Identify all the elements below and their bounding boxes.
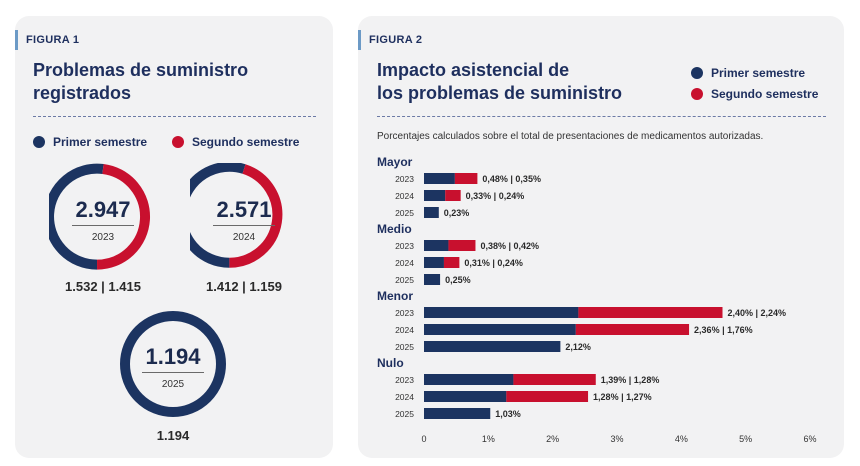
bar-first-semester [424,257,444,268]
x-tick-label: 3% [610,434,623,444]
figure1-legend-second: Segundo semestre [172,135,299,149]
row-year-label: 2024 [395,325,414,335]
donut-segment-second [229,164,283,268]
figure2-legend-first: Primer semestre [691,66,805,80]
donut-chart-2024 [190,163,283,268]
row-year-label: 2025 [395,342,414,352]
bar-data-label: 0,38% | 0,42% [480,241,539,251]
bar-second-semester [578,307,723,318]
figure1-panel [15,16,333,458]
x-tick-label: 5% [739,434,752,444]
donut-chart-2025 [120,311,226,417]
donut-divider-2023 [72,225,134,226]
donut-total-2023: 2.947 [75,197,131,222]
bar-first-semester [424,408,491,419]
figure1-tag: FIGURA 1 [15,30,79,50]
bar-first-semester [424,240,449,251]
figure1-legend-first: Primer semestre [33,135,147,149]
bar-first-semester [424,307,579,318]
x-tick-label: 1% [482,434,495,444]
bar-first-semester [424,374,514,385]
x-tick-label: 6% [803,434,816,444]
donut-year-2025: 2025 [161,379,185,390]
x-tick-label: 0 [421,434,426,444]
donut-year-2023: 2023 [91,232,115,243]
bar-data-label: 0,25% [445,275,471,285]
bar-data-label: 0,48% | 0,35% [482,174,541,184]
row-year-label: 2023 [395,241,414,251]
donut-divider-2025 [142,372,204,373]
legend-dot-blue-icon [691,67,703,79]
bar-second-semester [513,374,596,385]
group-label: Menor [377,289,413,303]
row-year-label: 2024 [395,392,414,402]
figure2-note: Porcentajes calculados sobre el total de… [377,131,764,142]
bar-chart: Mayor 2023 0,48% | 0,35% 2024 0,33% | 0,24% 2… [377,155,817,444]
bar-first-semester [424,341,561,352]
row-year-label: 2023 [395,375,414,385]
donut-chart-2023 [49,163,150,270]
bar-second-semester [445,190,461,201]
bar-first-semester [424,190,446,201]
bar-first-semester [424,207,439,218]
bar-data-label: 0,23% [444,208,470,218]
figure2-tag: FIGURA 2 [358,30,422,50]
row-year-label: 2024 [395,258,414,268]
donut-total-2025: 1.194 [145,344,201,369]
x-tick-label: 2% [546,434,559,444]
bar-first-semester [424,173,455,184]
bar-second-semester [443,257,460,268]
row-year-label: 2024 [395,191,414,201]
donut-segment-first [49,163,104,270]
bar-first-semester [424,274,441,285]
figure1-title-line1: Problemas de suministro [33,60,249,80]
group-label: Mayor [377,155,413,169]
donut-split-2025: 1.194 [156,428,190,443]
bar-data-label: 2,12% [565,342,591,352]
donut-year-2024: 2024 [232,232,256,243]
bar-first-semester [424,391,507,402]
donut-split-2023: 1.532 | 1.415 [65,279,141,294]
figure2-title-line1: Impacto asistencial de [377,60,570,80]
group-label: Medio [377,222,412,236]
figure2-divider [377,116,826,117]
row-year-label: 2025 [395,409,414,419]
bar-second-semester [575,324,690,335]
donut-segment-first [190,163,246,268]
figure2-legend-second: Segundo semestre [691,87,818,101]
bar-data-label: 2,36% | 1,76% [694,325,753,335]
legend-dot-red-icon [691,88,703,100]
donut-total-2024: 2.571 [216,197,272,222]
figure2-title-line2: los problemas de suministro [377,83,623,103]
bar-data-label: 2,40% | 2,24% [728,308,787,318]
bar-second-semester [506,391,589,402]
bar-first-semester [424,324,576,335]
bar-data-label: 0,31% | 0,24% [464,258,523,268]
group-label: Nulo [377,356,404,370]
donut-segment-second [96,164,150,270]
bar-second-semester [454,173,478,184]
figure1-divider [33,116,316,117]
row-year-label: 2025 [395,208,414,218]
bar-data-label: 0,33% | 0,24% [466,191,525,201]
bar-data-label: 1,03% [495,409,521,419]
donut-split-2024: 1.412 | 1.159 [206,279,282,294]
legend-dot-blue-icon [33,136,45,148]
donut-divider-2024 [213,225,275,226]
row-year-label: 2025 [395,275,414,285]
bar-data-label: 1,28% | 1,27% [593,392,652,402]
row-year-label: 2023 [395,308,414,318]
bar-data-label: 1,39% | 1,28% [601,375,660,385]
row-year-label: 2023 [395,174,414,184]
donut-segment-first [120,311,226,417]
bar-second-semester [448,240,476,251]
figure1-title-line2: registrados [33,83,132,103]
x-tick-label: 4% [675,434,688,444]
legend-dot-red-icon [172,136,184,148]
